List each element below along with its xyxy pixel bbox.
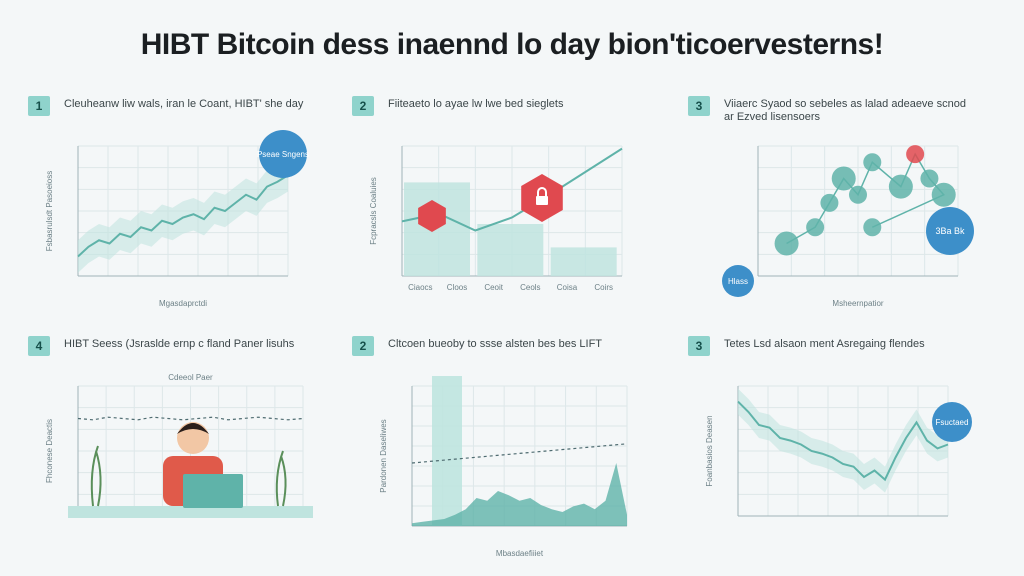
- panel-title: Tetes Lsd alsaon ment Asregaing flendes: [724, 338, 925, 350]
- scatter-chart: Msheernpatior Hlass 3Ba Bk: [722, 145, 974, 308]
- y-axis-label: Fsbasrulsdt Pasoeioss: [45, 171, 54, 251]
- x-tick-label: Ciaocs: [408, 283, 432, 292]
- x-tick-label: Ceols: [520, 283, 540, 292]
- x-tick-label: Cloos: [447, 283, 467, 292]
- panel-3: 3 Viiaerc Syaod so sebeles as lalad adea…: [688, 96, 988, 326]
- panel-2: 2 Fiiteaeto lo ayae lw lwe bed sieglets …: [352, 96, 652, 326]
- panel-number: 2: [352, 96, 374, 116]
- node: [888, 174, 913, 199]
- line-chart: Foanbasios Deasen Fsuctaed: [705, 385, 972, 517]
- node: [906, 145, 925, 164]
- x-tick-label: Coisa: [557, 283, 578, 292]
- node: [831, 166, 856, 191]
- series-line: [77, 174, 289, 258]
- panel-title: Fiiteaeto lo ayae lw lwe bed sieglets: [388, 98, 564, 110]
- panel-number: 3: [688, 96, 710, 116]
- bar: [550, 247, 617, 276]
- highlight-band: [432, 376, 462, 526]
- node: [806, 218, 825, 237]
- y-axis-label: Fcpracsls Coaluies: [369, 177, 378, 245]
- series-line: [77, 416, 304, 421]
- panel-number: 4: [28, 336, 50, 356]
- node: [774, 231, 799, 256]
- area-chart: Mbasdaefiiiet Pardonen Daseliwes: [379, 376, 628, 558]
- callout-bubble: [722, 265, 754, 297]
- bar: [477, 224, 544, 276]
- node: [863, 153, 882, 172]
- area-series: [412, 463, 627, 526]
- warning-hexagon: [418, 200, 446, 232]
- panel-6: 3 Tetes Lsd alsaon ment Asregaing flende…: [688, 336, 988, 566]
- panel-title: Viiaerc Syaod so sebeles as lalad adeaev…: [724, 98, 966, 123]
- plant-left: [90, 445, 102, 507]
- node: [931, 182, 956, 207]
- callout-bubble: [932, 402, 972, 442]
- panel-title: HIBT Seess (Jsraslde ernp c fland Paner …: [64, 338, 295, 350]
- line-chart: Mgasdaprctdi Fsbasrulsdt Pasoeioss Pseae S…: [45, 130, 309, 308]
- page-title: HIBT Bitcoin dess inaennd lo day bion'ti…: [140, 28, 884, 61]
- confidence-band: [78, 159, 288, 273]
- x-tick-label: Coirs: [594, 283, 613, 292]
- panel-5: 2 Cltcoen bueoby to ssse alsten bes bes …: [352, 336, 652, 566]
- y-axis-label: Foanbasios Deasen: [705, 415, 714, 486]
- y-axis-label: Pardonen Daseliwes: [379, 419, 388, 492]
- line-chart: Fhconese Deactis Cdeeol Paer: [45, 373, 313, 518]
- lock-icon: [537, 187, 547, 196]
- x-axis-label: Msheernpatior: [832, 299, 883, 308]
- desk: [68, 506, 313, 518]
- callout-bubble: [259, 130, 307, 178]
- lock-icon: [536, 196, 548, 205]
- node: [863, 218, 882, 237]
- callout-label: Pseae Sngens: [257, 150, 309, 159]
- panel-4: 4 HIBT Seess (Jsraslde ernp c fland Pane…: [28, 336, 328, 566]
- callout-bubble: [926, 207, 974, 255]
- node: [849, 185, 867, 204]
- panel-title: Cltcoen bueoby to ssse alsten bes bes LI…: [388, 338, 603, 350]
- x-axis-label: Mbasdaefiiiet: [496, 549, 544, 558]
- x-axis-label: Mgasdaprctdi: [159, 299, 207, 308]
- bar: [404, 182, 470, 276]
- bar-chart: Fcpracsls Coaluies Ciaocs Cloos Ceoit Ceols C…: [369, 145, 623, 292]
- series-line: [737, 400, 949, 482]
- chart-subtitle: Cdeeol Paer: [168, 373, 213, 382]
- callout-label: Fsuctaed: [936, 418, 969, 427]
- panel-number: 2: [352, 336, 374, 356]
- person-hair: [177, 423, 209, 434]
- confidence-band: [738, 388, 948, 493]
- node: [820, 193, 839, 212]
- node: [920, 169, 939, 188]
- panel-1: 1 Cleuheanw liw wals, iran le Coant, HIB…: [28, 96, 328, 326]
- panel-number: 1: [28, 96, 50, 116]
- plant-right: [275, 450, 287, 507]
- x-tick-label: Ceoit: [484, 283, 503, 292]
- panel-number: 3: [688, 336, 710, 356]
- y-axis-label: Fhconese Deactis: [45, 419, 54, 483]
- laptop: [183, 474, 243, 508]
- panel-title: Cleuheanw liw wals, iran le Coant, HIBT'…: [64, 98, 304, 110]
- callout-label: Hlass: [728, 277, 748, 286]
- callout-label: 3Ba Bk: [935, 226, 965, 236]
